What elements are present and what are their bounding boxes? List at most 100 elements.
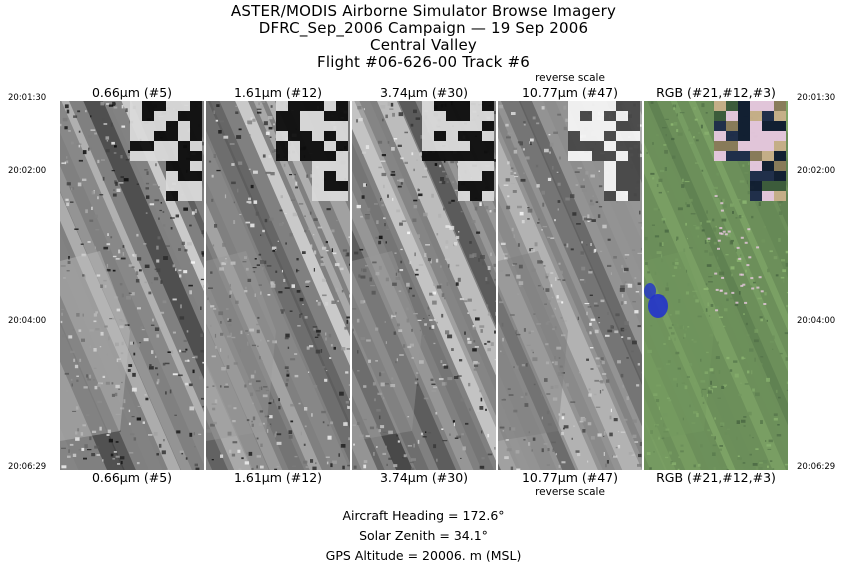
- texture-speckle: [304, 407, 308, 411]
- texture-speckle: [226, 365, 230, 369]
- texture-speckle: [191, 211, 195, 215]
- texture-speckle: [365, 183, 367, 186]
- texture-speckle: [343, 252, 347, 256]
- texture-speckle: [144, 169, 148, 171]
- texture-speckle: [375, 271, 380, 276]
- field-patch: [628, 191, 640, 201]
- texture-speckle: [156, 268, 161, 273]
- field-patch: [604, 131, 616, 141]
- texture-speckle: [233, 362, 238, 365]
- texture-speckle: [123, 178, 129, 182]
- texture-speckle: [557, 182, 561, 186]
- texture-speckle: [473, 368, 478, 371]
- texture-speckle: [660, 417, 662, 420]
- texture-speckle: [111, 463, 115, 467]
- texture-speckle: [95, 433, 101, 435]
- field-patch: [592, 141, 604, 151]
- texture-speckle: [414, 252, 416, 257]
- texture-speckle: [503, 398, 506, 401]
- texture-speckle: [713, 186, 718, 190]
- texture-speckle: [411, 458, 416, 461]
- texture-speckle: [95, 229, 100, 231]
- texture-speckle: [384, 321, 386, 323]
- texture-speckle: [413, 313, 418, 315]
- texture-speckle: [752, 437, 754, 439]
- texture-speckle: [502, 354, 505, 357]
- texture-speckle: [663, 220, 665, 224]
- texture-speckle: [381, 172, 387, 177]
- texture-speckle: [591, 219, 596, 222]
- bright-speckle: [756, 246, 760, 249]
- texture-speckle: [393, 464, 398, 468]
- texture-speckle: [451, 199, 455, 202]
- texture-speckle: [512, 190, 517, 193]
- field-patch: [142, 151, 154, 161]
- texture-speckle: [537, 260, 543, 264]
- texture-speckle: [714, 417, 716, 420]
- texture-speckle: [181, 351, 187, 353]
- texture-speckle: [610, 272, 612, 275]
- field-patch: [458, 151, 470, 161]
- texture-speckle: [581, 241, 583, 244]
- texture-speckle: [115, 342, 119, 347]
- texture-speckle: [641, 226, 642, 230]
- field-patch: [774, 101, 786, 111]
- texture-speckle: [739, 180, 745, 183]
- texture-speckle: [655, 399, 660, 403]
- texture-speckle: [61, 312, 63, 316]
- texture-speckle: [786, 304, 788, 308]
- field-patch: [482, 161, 494, 171]
- texture-speckle: [236, 135, 242, 139]
- field-patch: [142, 121, 154, 131]
- texture-speckle: [645, 262, 648, 265]
- texture-speckle: [363, 300, 366, 303]
- texture-speckle: [262, 154, 266, 158]
- texture-speckle: [545, 361, 550, 365]
- texture-speckle: [656, 251, 662, 254]
- texture-speckle: [550, 385, 554, 389]
- texture-speckle: [230, 261, 236, 265]
- texture-speckle: [492, 111, 496, 115]
- texture-speckle: [256, 323, 260, 326]
- texture-speckle: [244, 290, 248, 293]
- reverse-scale-note-bottom: reverse scale: [535, 486, 605, 498]
- texture-speckle: [710, 304, 714, 307]
- texture-speckle: [213, 110, 216, 114]
- texture-speckle: [718, 370, 721, 374]
- texture-speckle: [292, 465, 297, 467]
- texture-speckle: [108, 336, 110, 341]
- texture-speckle: [455, 264, 460, 267]
- texture-speckle: [112, 193, 117, 197]
- texture-speckle: [325, 302, 329, 306]
- field-patch: [738, 101, 750, 111]
- texture-speckle: [215, 119, 219, 122]
- texture-speckle: [541, 106, 545, 110]
- texture-speckle: [621, 293, 624, 298]
- texture-speckle: [258, 102, 260, 106]
- texture-speckle: [620, 431, 626, 433]
- texture-speckle: [443, 159, 446, 163]
- field-patch: [312, 171, 324, 181]
- texture-speckle: [365, 265, 368, 267]
- texture-speckle: [680, 450, 684, 453]
- field-patch: [276, 111, 288, 121]
- field-patch: [482, 141, 494, 151]
- texture-speckle: [109, 318, 113, 320]
- texture-speckle: [165, 245, 170, 247]
- texture-speckle: [128, 264, 133, 267]
- texture-speckle: [212, 244, 215, 247]
- texture-speckle: [246, 419, 250, 422]
- field-patch: [446, 141, 458, 151]
- texture-speckle: [749, 453, 752, 456]
- texture-speckle: [170, 227, 173, 230]
- bright-speckle: [724, 233, 728, 236]
- field-patch: [592, 101, 604, 111]
- texture-speckle: [280, 195, 283, 199]
- texture-speckle: [248, 168, 251, 170]
- bright-speckle: [722, 230, 726, 233]
- texture-speckle: [782, 230, 788, 233]
- texture-speckle: [665, 428, 670, 431]
- texture-speckle: [583, 279, 586, 284]
- texture-speckle: [394, 252, 397, 254]
- texture-speckle: [577, 453, 581, 457]
